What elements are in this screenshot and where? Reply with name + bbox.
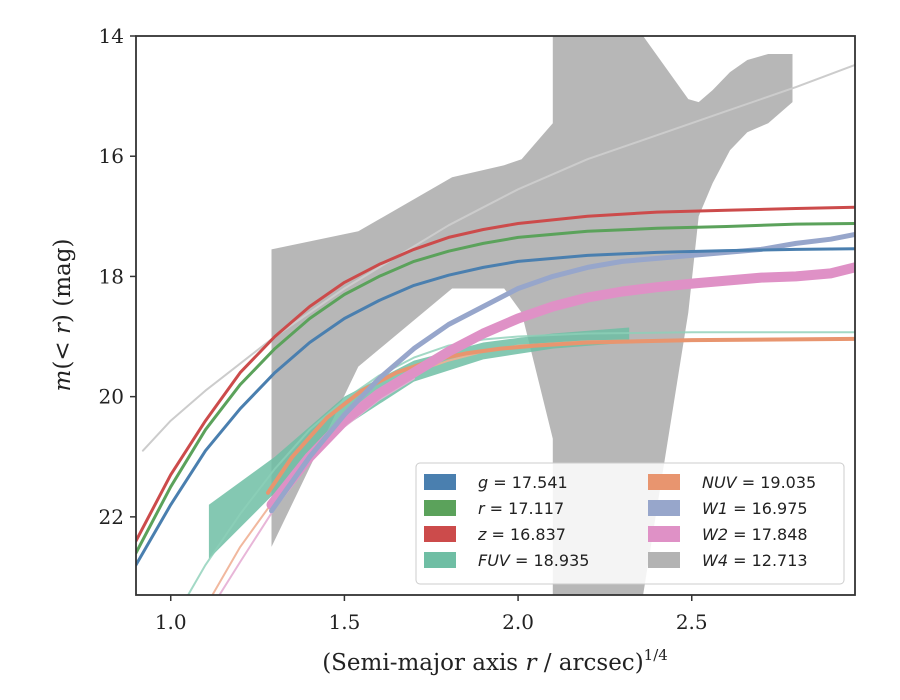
- series-g: [136, 247, 855, 567]
- series-layer: [136, 63, 855, 595]
- y-axis-ticks: 14 16 18 20 22: [99, 24, 136, 529]
- legend-swatch: [424, 500, 456, 516]
- x-tick-label: 1.5: [328, 610, 360, 634]
- legend-label: NUV = 19.035: [702, 473, 816, 492]
- series-w2: [266, 262, 855, 510]
- legend-item-w4: W4 = 12.713: [648, 551, 808, 570]
- legend-swatch: [424, 474, 456, 490]
- y-axis-label: m(< r) (mag): [50, 239, 76, 392]
- plot-frame: [135, 35, 856, 596]
- legend-swatch: [648, 526, 680, 542]
- series-w4-fit: [141, 63, 855, 452]
- series-w1: [269, 231, 855, 514]
- series-z: [136, 205, 855, 543]
- legend-label: W1 = 16.975: [702, 499, 808, 518]
- legend-label: W4 = 12.713: [702, 551, 808, 570]
- y-tick-label: 16: [99, 144, 124, 168]
- y-tick-label: 20: [99, 385, 124, 409]
- legend-item-w1: W1 = 16.975: [648, 499, 808, 518]
- x-tick-label: 1.0: [155, 610, 187, 634]
- x-axis-ticks: 1.0 1.5 2.0 2.5: [155, 595, 708, 634]
- x-tick-label: 2.5: [676, 610, 708, 634]
- legend-item-g: g = 17.541: [424, 473, 568, 492]
- legend-item-z: z = 16.837: [424, 525, 566, 544]
- legend-swatch: [648, 552, 680, 568]
- series-r: [136, 222, 855, 555]
- legend-swatch: [648, 474, 680, 490]
- legend-label: g = 17.541: [478, 473, 568, 492]
- legend-label: FUV = 18.935: [478, 551, 589, 570]
- y-tick-label: 18: [99, 264, 124, 288]
- legend-item-fuv: FUV = 18.935: [424, 551, 589, 570]
- legend-item-nuv: NUV = 19.035: [648, 473, 816, 492]
- legend-swatch: [648, 500, 680, 516]
- legend-label: W2 = 17.848: [702, 525, 808, 544]
- legend-item-w2: W2 = 17.848: [648, 525, 808, 544]
- legend-label: r = 17.117: [478, 499, 564, 518]
- legend-swatch: [424, 552, 456, 568]
- legend-box: [415, 462, 845, 585]
- x-tick-label: 2.0: [502, 610, 534, 634]
- legend-label: z = 16.837: [477, 525, 566, 544]
- legend-item-r: r = 17.117: [424, 499, 564, 518]
- legend-swatch: [424, 526, 456, 542]
- x-axis-label: (Semi-major axis r / arcsec)1/4: [322, 646, 668, 676]
- legend: g = 17.541 r = 17.117 z = 16.837 FUV = 18.9…: [415, 462, 845, 585]
- y-tick-label: 22: [99, 505, 124, 529]
- y-tick-label: 14: [99, 24, 124, 48]
